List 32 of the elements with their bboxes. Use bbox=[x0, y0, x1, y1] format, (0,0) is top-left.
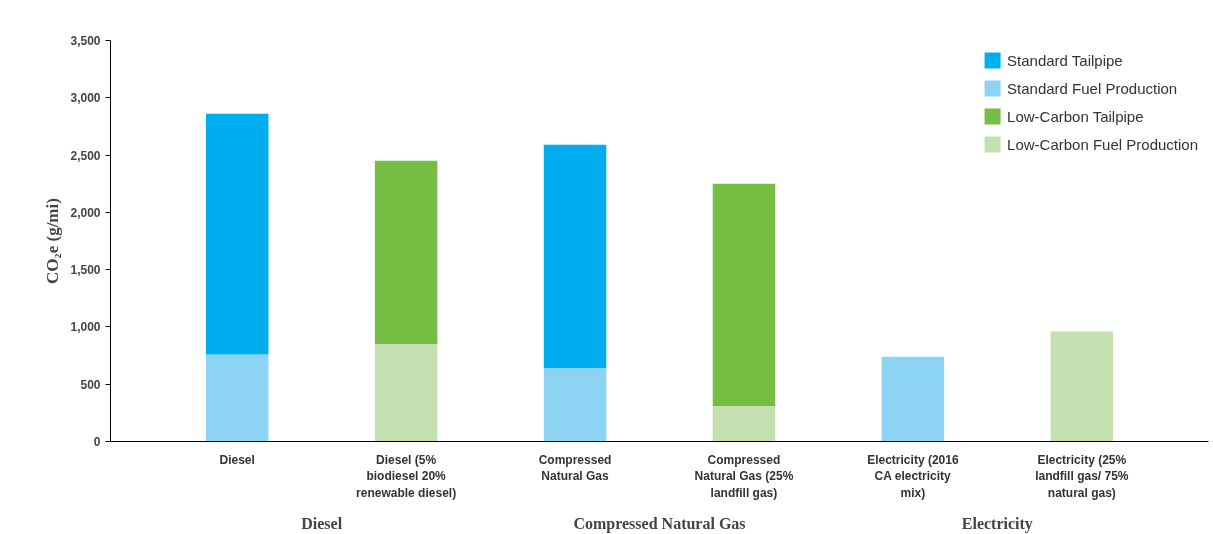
bar bbox=[1050, 331, 1114, 442]
y-tick-label: 0 bbox=[93, 435, 101, 449]
text: Diesel bbox=[301, 514, 343, 532]
x-tick-label: Compressed Natural Gas bbox=[538, 452, 612, 484]
y-tick-label: 1,500 bbox=[70, 263, 101, 278]
x-tick-label: Diesel (5% biodiesel 20% renewable diesel) bbox=[356, 452, 457, 501]
bar bbox=[543, 368, 607, 442]
y-tick-label: 500 bbox=[80, 377, 101, 392]
text: Electricity bbox=[961, 514, 1033, 533]
y-axis-title: CO₂e (g/mi) bbox=[43, 198, 63, 284]
bar bbox=[543, 144, 607, 369]
y-tick-label: 2,000 bbox=[70, 205, 101, 220]
bar bbox=[881, 356, 945, 442]
x-tick-label: Compressed Natural Gas (25% landfill gas) bbox=[694, 452, 794, 501]
x-tick-label: Electricity (25% landfill gas/ 75% natural gas) bbox=[1035, 452, 1129, 501]
y-tick-label: 2,500 bbox=[70, 148, 101, 163]
text: Compressed Natural Gas bbox=[573, 514, 746, 533]
bar bbox=[205, 113, 269, 355]
bar bbox=[205, 354, 269, 442]
x-tick-label: Diesel bbox=[219, 452, 255, 467]
y-tick-label: 3,500 bbox=[70, 34, 101, 48]
y-tick-label: 3,000 bbox=[70, 91, 101, 106]
bar bbox=[712, 405, 776, 442]
x-tick-label: Electricity (2016 CA electricity mix) bbox=[867, 452, 959, 501]
bar bbox=[374, 160, 438, 345]
legend-label: Standard Fuel Production bbox=[1007, 79, 1178, 97]
bar bbox=[712, 183, 776, 406]
legend-label: Low-Carbon Fuel Production bbox=[1007, 135, 1198, 153]
legend-label: Low-Carbon Tailpipe bbox=[1007, 107, 1144, 125]
bar bbox=[374, 344, 438, 442]
y-tick-label: 1,000 bbox=[70, 320, 101, 335]
legend-label: Standard Tailpipe bbox=[1007, 51, 1123, 69]
